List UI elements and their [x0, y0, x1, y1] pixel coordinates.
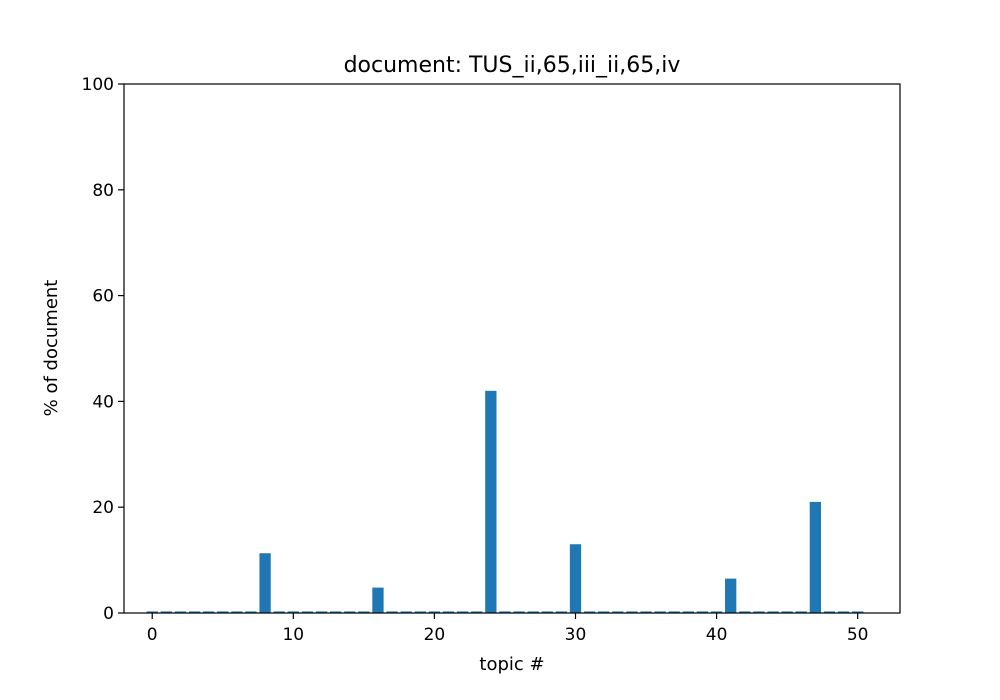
bar-topic-9 [273, 611, 285, 613]
bar-topic-8 [259, 553, 271, 613]
bar-topic-33 [612, 611, 624, 613]
bar-topic-41 [725, 578, 737, 613]
bar-topic-27 [527, 611, 539, 613]
bar-topic-7 [245, 611, 257, 613]
bar-topic-14 [344, 611, 356, 613]
x-axis: 0 10 20 30 40 50 [147, 613, 869, 645]
bar-topic-47 [809, 501, 821, 613]
y-tick-label: 20 [92, 498, 114, 518]
bar-topic-34 [626, 611, 638, 613]
bar-topic-3 [188, 611, 201, 613]
y-tick-label: 0 [103, 604, 114, 624]
bar-topic-49 [837, 611, 850, 613]
bar-topic-5 [217, 611, 229, 613]
bar-topic-28 [541, 611, 553, 613]
bar-topic-4 [203, 611, 215, 613]
bar-topic-24 [485, 390, 497, 613]
x-axis-label: topic # [479, 654, 544, 675]
x-tick-label: 20 [424, 625, 446, 645]
x-tick-label: 10 [282, 625, 304, 645]
bar-topic-37 [668, 611, 680, 613]
bar-topic-42 [739, 611, 751, 613]
y-tick-label: 100 [82, 75, 114, 95]
bar-topic-40 [710, 611, 723, 613]
y-axis: 0 20 40 60 80 100 [82, 75, 124, 624]
bar-topic-17 [386, 611, 398, 613]
bars-group [146, 390, 864, 613]
bar-topic-50 [852, 611, 864, 613]
bar-topic-10 [287, 611, 299, 613]
bar-topic-23 [471, 611, 483, 613]
bar-topic-29 [555, 611, 568, 613]
x-tick-label: 50 [847, 625, 869, 645]
bar-topic-22 [456, 611, 469, 613]
bar-topic-46 [795, 611, 807, 613]
bar-topic-44 [767, 611, 779, 613]
bar-topic-12 [315, 611, 328, 613]
bar-topic-16 [372, 587, 384, 613]
plot-frame [123, 83, 901, 614]
bar-topic-43 [753, 611, 765, 613]
bar-topic-35 [640, 611, 652, 613]
bar-topic-13 [329, 611, 342, 613]
bar-topic-6 [231, 611, 243, 613]
bar-topic-15 [358, 611, 370, 613]
bar-topic-39 [696, 611, 709, 613]
y-tick-label: 60 [92, 287, 114, 307]
y-axis-label: % of document [41, 280, 62, 417]
x-tick-label: 30 [565, 625, 587, 645]
bar-topic-48 [823, 611, 836, 613]
bar-topic-26 [513, 611, 525, 613]
bar-topic-38 [682, 611, 695, 613]
bar-topic-11 [301, 611, 314, 613]
bar-topic-0 [146, 611, 158, 613]
bar-topic-32 [598, 611, 610, 613]
bar-topic-18 [400, 611, 412, 613]
y-tick-label: 80 [92, 181, 114, 201]
bar-topic-21 [442, 611, 455, 613]
chart-title: document: TUS_ii,65,iii_ii,65,iv [344, 53, 681, 78]
bar-topic-1 [160, 611, 172, 613]
x-tick-label: 40 [706, 625, 728, 645]
bar-topic-19 [414, 611, 426, 613]
bar-topic-30 [569, 544, 582, 613]
bar-topic-45 [781, 611, 793, 613]
y-tick-label: 40 [92, 392, 114, 412]
bar-topic-2 [174, 611, 187, 613]
bar-topic-31 [583, 611, 596, 613]
bar-topic-20 [428, 611, 441, 613]
x-tick-label: 0 [147, 625, 158, 645]
bar-topic-25 [499, 611, 511, 613]
bar-topic-36 [654, 611, 666, 613]
